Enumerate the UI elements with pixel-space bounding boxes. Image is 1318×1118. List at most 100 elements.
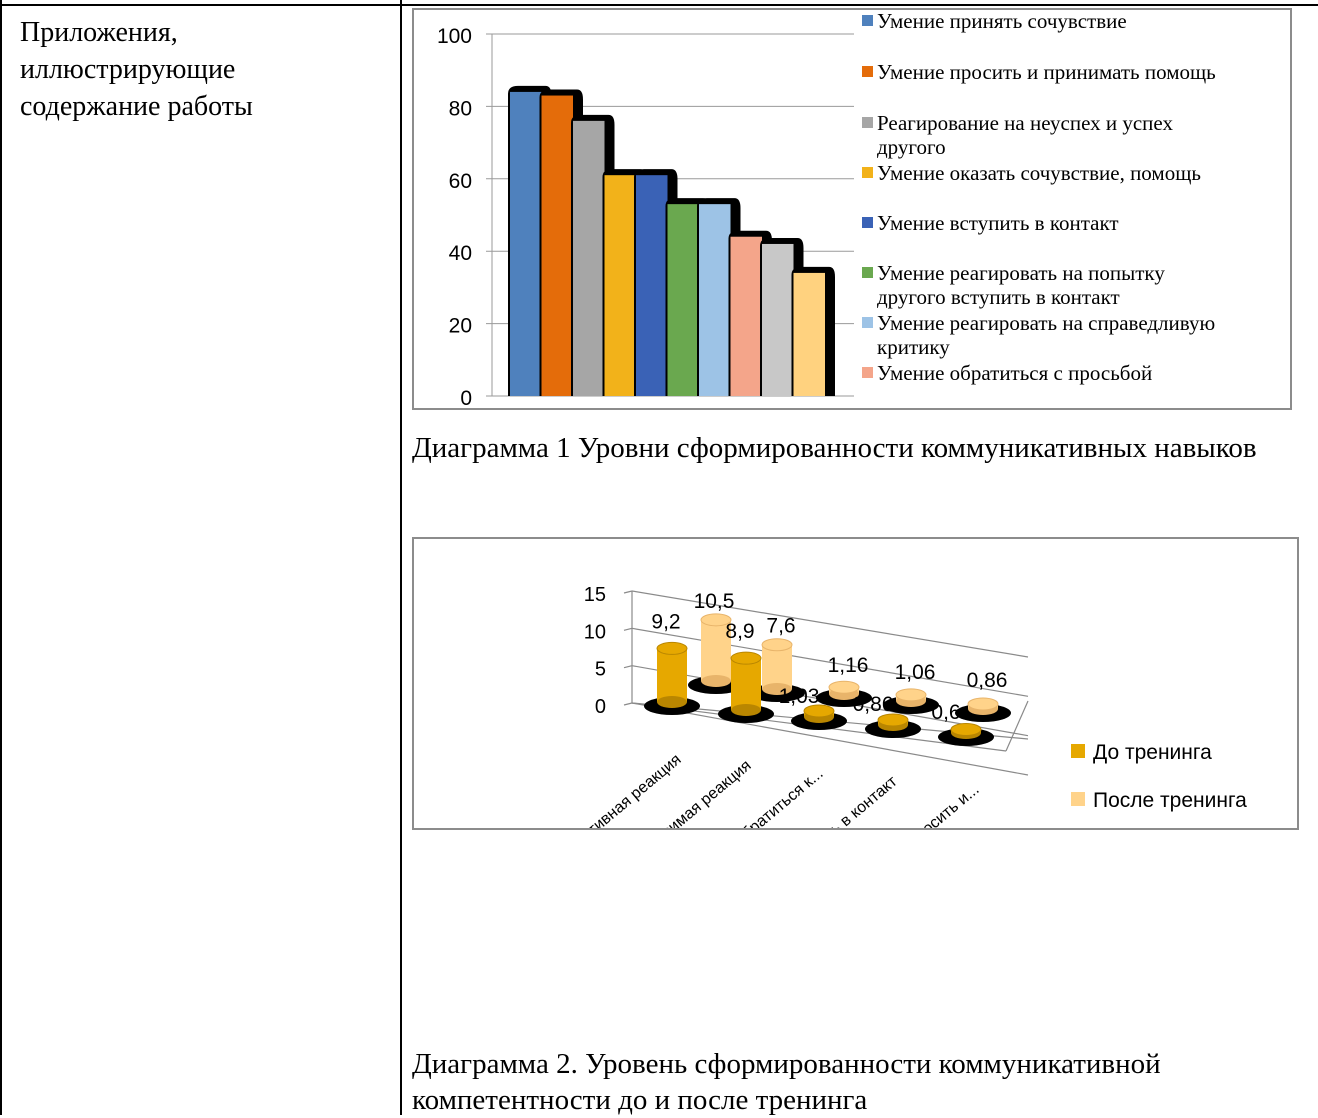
chart2-frame: 0 5 10 15 10,5 7,6 1,16 1,06 0,86 9,2 8,9 1,03 0,86 0… (412, 537, 1299, 914)
table-column-divider (400, 0, 402, 1115)
chart2-cylinder-top (730, 651, 762, 665)
chart2-cylinder-top (877, 713, 909, 727)
chart1-bar-body (730, 236, 762, 396)
chart1-legend-line: другого (877, 135, 946, 159)
chart2-tick (623, 702, 633, 706)
chart1-legend-label: Умение просить и принимать помощь (877, 60, 1216, 84)
chart2-tick (623, 627, 633, 631)
chart2-cylinder-top (656, 641, 688, 655)
chart2-cylinder (718, 651, 774, 723)
table-top-border (0, 4, 1318, 6)
chart1-bar-body (510, 91, 542, 397)
chart2-gridline (631, 627, 1029, 697)
chart1-bar-body (762, 243, 794, 396)
chart2-tick (623, 665, 633, 669)
chart1-legend-label: Реагирование на неуспех и успех другого (877, 111, 1173, 159)
chart1-bar-body (667, 204, 699, 396)
chart2-cylinder-top (967, 697, 999, 711)
chart1-legend-swatch (862, 367, 873, 378)
chart2-cylinder-body (762, 644, 792, 689)
chart1-legend-label: Умение обратиться с просьбой (877, 361, 1152, 385)
chart2-gridline (631, 590, 1029, 658)
chart1-legend-swatch (862, 317, 873, 328)
chart2-cylinder-base (762, 683, 792, 695)
chart2-y-tick-label: 5 (595, 659, 606, 681)
chart1-legend-line: Умение реагировать на попытку (877, 261, 1165, 285)
chart1-legend-swatch (862, 167, 873, 178)
chart1-legend-line: критику (877, 335, 950, 359)
chart2-y-tick-label: 10 (584, 621, 606, 643)
chart2-caption: Диаграмма 2. Уровень сформированности ко… (412, 1048, 1161, 1116)
left-cell-text: Приложения, иллюстрирующие содержание ра… (20, 17, 253, 122)
chart1-legend-line: другого вступить в контакт (877, 285, 1120, 309)
chart1-y-tick-label: 60 (449, 170, 472, 193)
chart2-data-label: 1,06 (895, 661, 936, 684)
chart2-cylinder (816, 680, 872, 707)
chart2-cylinder-body (701, 619, 731, 681)
chart2-cylinder-top (828, 680, 860, 694)
chart2-y-tick-label: 15 (584, 584, 606, 606)
chart2-y-tick-label: 0 (595, 696, 606, 718)
chart2-cylinder-body (657, 648, 687, 702)
chart2-cylinder (938, 723, 994, 746)
chart1-legend-label: Умение вступить в контакт (877, 211, 1119, 235)
chart2-data-label: 0,6 (931, 701, 960, 724)
chart2-cylinder-top (950, 723, 982, 737)
chart2-data-label: 7,6 (766, 615, 795, 638)
chart1-y-tick-label: 20 (449, 315, 472, 338)
chart2-cylinder-body (731, 658, 761, 710)
chart1-legend-label: Умение оказать сочувствие, помощь (877, 161, 1201, 185)
chart2-data-label: 1,16 (828, 654, 869, 677)
chart2-cylinder-top (700, 613, 732, 627)
chart2-cylinder-base (701, 675, 731, 687)
chart2-cylinder (644, 641, 700, 715)
chart1-legend-swatch (862, 15, 873, 26)
chart1-bar (791, 266, 835, 396)
chart1-legend-swatch (862, 217, 873, 228)
chart2-cylinder (865, 713, 921, 738)
chart2-data-label: 8,9 (725, 620, 754, 643)
chart1-frame: 0 20 40 60 80 100 Умение принять сочувствие Уме… (412, 8, 1292, 410)
chart2-data-label: 10,5 (694, 590, 735, 613)
chart2-cylinder (791, 704, 847, 730)
chart1-y-tick-label: 40 (449, 242, 472, 265)
chart1-bar-body (604, 175, 636, 396)
chart2-cylinder (955, 697, 1011, 722)
chart2-category-label: Коммуникативная реакция (522, 751, 685, 828)
chart2-data-label: 0,86 (853, 693, 894, 716)
chart2-cylinder-base (657, 696, 687, 708)
chart2-floor-side (1005, 700, 1029, 752)
chart2-cylinder-top (895, 688, 927, 702)
chart2-cylinder (883, 688, 939, 714)
chart2-cylinder (688, 613, 744, 694)
chart1-bar-body (573, 120, 605, 396)
chart1-legend-swatch (862, 66, 873, 77)
table-left-border (0, 0, 2, 1115)
chart2-legend-swatch (1071, 744, 1085, 758)
chart1-bar-body (793, 272, 825, 396)
chart2-cylinder-base (731, 704, 761, 716)
chart2-legend-label: До тренинга (1093, 741, 1212, 764)
chart1-legend-swatch (862, 267, 873, 278)
chart2-data-label: 0,86 (967, 669, 1008, 692)
chart2-cylinder (749, 638, 805, 702)
chart2-cylinder-top (803, 704, 835, 718)
chart1-legend-swatch (862, 117, 873, 128)
chart2-data-label: 9,2 (651, 610, 680, 633)
chart1-svg: 0 20 40 60 80 100 Умение принять сочувствие Уме… (437, 9, 1216, 410)
chart2-legend-swatch (1071, 792, 1085, 806)
chart1-legend-line: Умение реагировать на справедливую (877, 311, 1215, 335)
chart1-y-tick-label: 100 (437, 25, 472, 48)
chart1-legend-label: Умение реагировать на справедливую критик… (877, 311, 1215, 359)
chart1-y-tick-label: 80 (449, 97, 472, 120)
chart1-bar-body (541, 95, 573, 396)
chart1-legend-label: Умение принять сочувствие (877, 10, 1127, 33)
chart2-legend-label: После тренинга (1093, 789, 1247, 812)
chart1-caption: Диаграмма 1 Уровни сформированности комм… (412, 432, 1257, 464)
chart2-cylinder-top (761, 638, 793, 652)
chart2-tick (623, 590, 633, 594)
chart1-legend-line: Реагирование на неуспех и успех (877, 111, 1173, 135)
chart2-gridline (631, 702, 1029, 776)
chart1-y-tick-label: 0 (460, 387, 472, 408)
